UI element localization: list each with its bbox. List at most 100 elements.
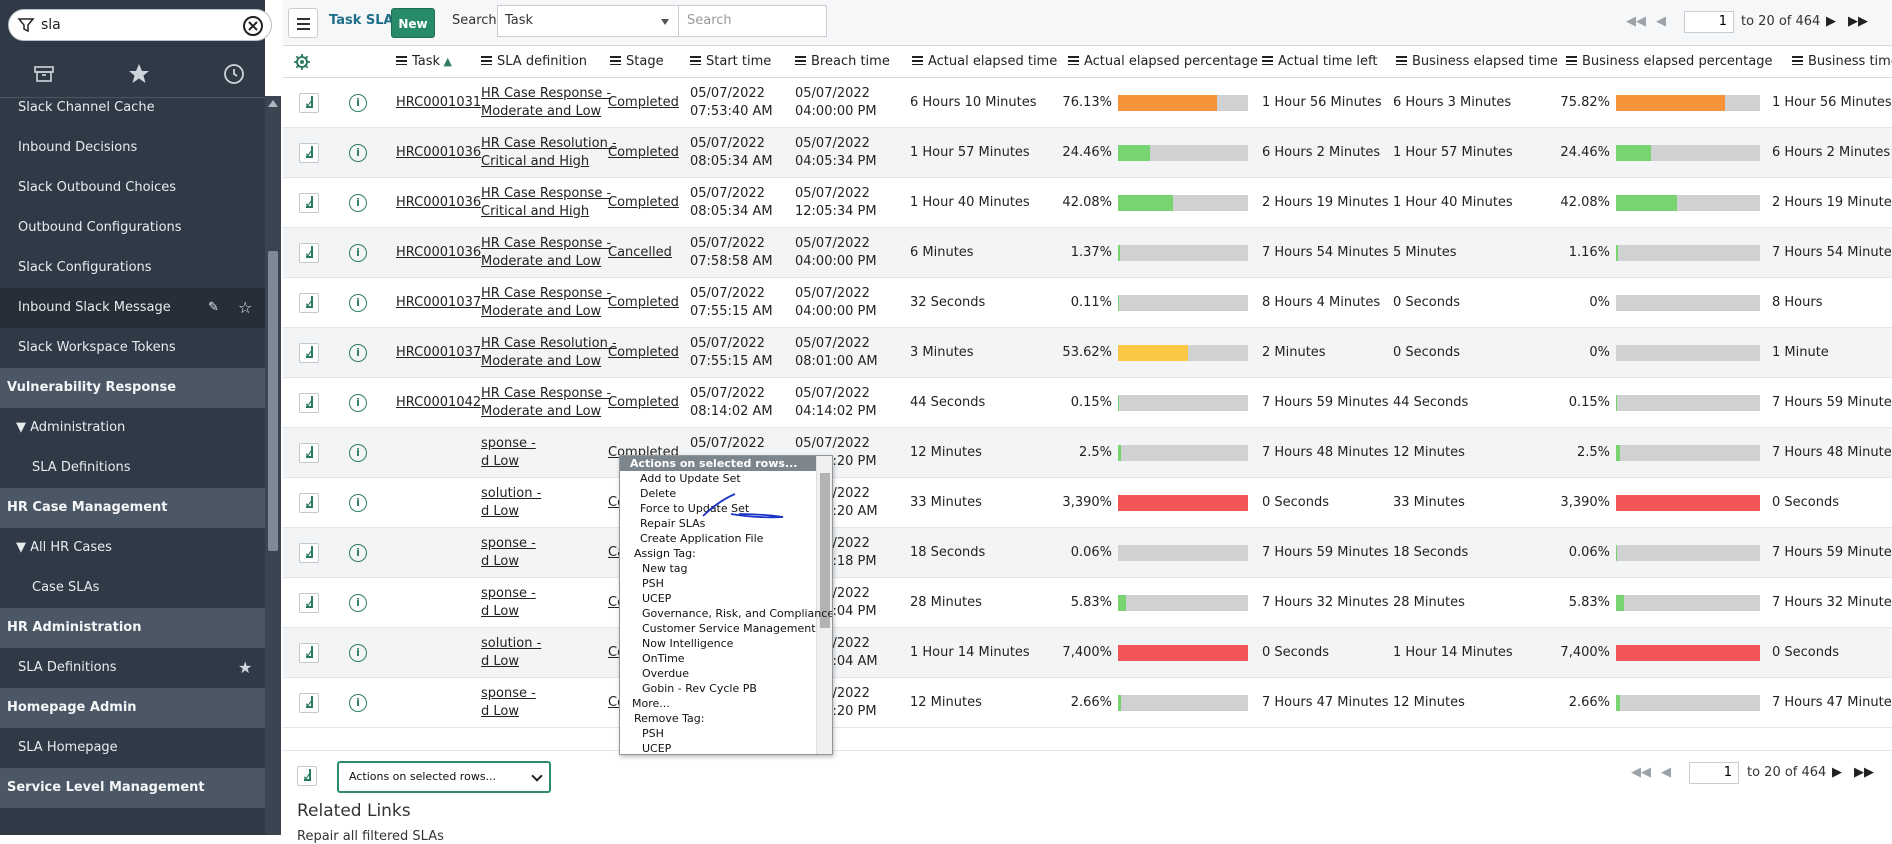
clear-filter-icon[interactable] [243,16,263,36]
sla-definition-link[interactable]: sponse - [481,686,536,701]
last-page-icon[interactable]: ▶▶ [1854,765,1874,780]
next-page-icon[interactable]: ▶ [1826,14,1836,29]
all-apps-icon[interactable] [32,62,56,86]
nav-item-item[interactable]: Slack Channel Cache [0,98,265,128]
row-checkbox[interactable]: ✓ [299,293,319,313]
actions-select[interactable]: Actions on selected rows... [337,761,551,793]
column-header[interactable]: SLA definition [481,54,587,69]
filter-navigator[interactable] [8,9,272,41]
nav-item-item[interactable]: Inbound Decisions [0,128,265,168]
row-checkbox[interactable]: ✓ [299,243,319,263]
action-menu-item[interactable]: Add to Update Set [640,472,741,485]
info-icon[interactable]: i [349,194,367,212]
row-checkbox[interactable]: ✓ [299,143,319,163]
sla-definition-link[interactable]: Moderate and Low [481,254,602,269]
nav-item-item[interactable]: Outbound Configurations [0,208,265,248]
column-header[interactable]: Business time left [1792,54,1892,69]
sla-definition-link[interactable]: Moderate and Low [481,404,602,419]
stage-link[interactable]: Completed [608,145,679,160]
sla-definition-link[interactable]: Moderate and Low [481,104,602,119]
action-menu-item[interactable]: Governance, Risk, and Compliance [642,607,833,620]
sla-definition-link[interactable]: HR Case Resolution - [481,336,617,351]
prev-page-icon[interactable]: ◀ [1656,14,1666,29]
task-link[interactable]: HRC0001036 [396,245,482,260]
scrollbar-thumb[interactable] [268,251,278,551]
sla-definition-link[interactable]: HR Case Response - [481,236,612,251]
row-checkbox[interactable]: ✓ [299,443,319,463]
task-link[interactable]: HRC0001042 [396,395,482,410]
column-header[interactable]: Start time [690,54,771,69]
favorite-star-icon[interactable]: ☆ [238,298,253,317]
row-checkbox[interactable]: ✓ [299,693,319,713]
action-menu-item[interactable]: New tag [642,562,688,575]
task-link[interactable]: HRC0001031 [396,95,482,110]
column-menu-icon[interactable] [1068,56,1079,65]
action-menu-item[interactable]: Create Application File [640,532,764,545]
sla-definition-link[interactable]: d Low [481,504,519,519]
column-header[interactable]: Business elapsed percentage [1566,54,1772,69]
info-icon[interactable]: i [349,344,367,362]
search-field-select[interactable]: Task [497,5,679,37]
column-menu-icon[interactable] [1396,56,1407,65]
sla-definition-link[interactable]: Moderate and Low [481,354,602,369]
nav-item-item[interactable]: SLA Definitions ★ [0,648,265,688]
stage-link[interactable]: Completed [608,345,679,360]
sla-definition-link[interactable]: d Low [481,454,519,469]
nav-group-item[interactable]: ▼ Administration [0,408,265,448]
row-checkbox[interactable]: ✓ [299,593,319,613]
repair-filtered-slas-link[interactable]: Repair all filtered SLAs [297,829,444,844]
action-menu-item[interactable]: PSH [642,577,664,590]
column-menu-icon[interactable] [1262,56,1273,65]
navigator-scrollbar[interactable] [265,96,281,835]
column-header[interactable]: Actual elapsed time [912,54,1057,69]
column-header[interactable]: Task ▲ [396,54,452,69]
nav-section-item[interactable]: Homepage Admin [0,688,265,728]
sla-definition-link[interactable]: d Low [481,554,519,569]
info-icon[interactable]: i [349,294,367,312]
column-menu-icon[interactable] [481,56,492,65]
prev-page-icon[interactable]: ◀ [1661,765,1671,780]
column-menu-icon[interactable] [1566,56,1577,65]
action-menu-item[interactable]: PSH [642,727,664,740]
column-menu-icon[interactable] [610,56,621,65]
menu-scrollbar[interactable] [816,456,832,754]
page-input[interactable]: 1 [1689,762,1739,784]
info-icon[interactable]: i [349,544,367,562]
sla-definition-link[interactable]: HR Case Response - [481,286,612,301]
row-checkbox[interactable]: ✓ [299,393,319,413]
action-menu-item[interactable]: OnTime [642,652,685,665]
actions-dropdown-menu[interactable]: Actions on selected rows... Add to Updat… [619,455,833,755]
sla-definition-link[interactable]: sponse - [481,586,536,601]
action-menu-item[interactable]: More... [632,697,670,710]
task-link[interactable]: HRC0001036 [396,195,482,210]
nav-sub-item[interactable]: SLA Definitions [0,448,265,488]
table-row[interactable]: ✓ i HRC0001031 HR Case Response - Moderate a… [283,78,1892,128]
table-row[interactable]: ✓ i HRC0001036 HR Case Response - Critical a… [283,178,1892,228]
new-button[interactable]: New [391,8,435,38]
info-icon[interactable]: i [349,244,367,262]
column-menu-icon[interactable] [396,56,407,65]
nav-sub-item[interactable]: Case SLAs [0,568,265,608]
stage-link[interactable]: Completed [608,395,679,410]
sla-definition-link[interactable]: Critical and High [481,154,590,169]
nav-item-item[interactable]: Slack Outbound Choices [0,168,265,208]
action-menu-item[interactable]: Delete [640,487,677,500]
favorites-star-icon[interactable] [127,62,151,86]
sla-definition-link[interactable]: sponse - [481,536,536,551]
column-menu-icon[interactable] [690,56,701,65]
column-header[interactable]: Actual elapsed percentage [1068,54,1258,69]
column-menu-icon[interactable] [1792,56,1803,65]
menu-scrollbar-thumb[interactable] [820,473,830,628]
nav-item-item[interactable]: Slack Workspace Tokens [0,328,265,368]
action-menu-item[interactable]: Repair SLAs [640,517,706,530]
gear-icon[interactable] [293,53,311,71]
info-icon[interactable]: i [349,394,367,412]
action-menu-item[interactable]: UCEP [642,742,672,755]
table-row[interactable]: ✓ i HRC0001036 HR Case Response - Moderate a… [283,228,1892,278]
nav-item-item[interactable]: SLA Homepage [0,728,265,768]
nav-section-item[interactable]: Vulnerability Response [0,368,265,408]
favorite-star-icon[interactable]: ★ [238,658,253,677]
info-icon[interactable]: i [349,644,367,662]
column-header[interactable]: Breach time [795,54,890,69]
